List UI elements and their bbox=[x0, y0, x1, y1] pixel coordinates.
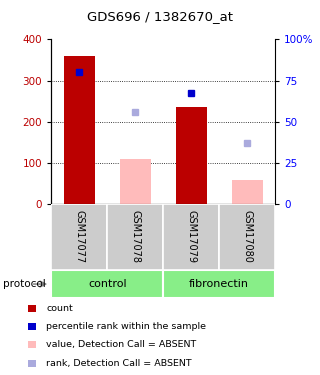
Text: control: control bbox=[88, 279, 126, 289]
Text: protocol: protocol bbox=[3, 279, 46, 289]
Text: GSM17078: GSM17078 bbox=[130, 210, 140, 262]
Bar bbox=[176, 107, 207, 204]
Text: value, Detection Call = ABSENT: value, Detection Call = ABSENT bbox=[46, 340, 197, 349]
Bar bbox=[64, 56, 95, 204]
Bar bbox=[120, 159, 151, 204]
Bar bbox=[51, 270, 163, 298]
Text: GSM17080: GSM17080 bbox=[242, 210, 252, 262]
Text: rank, Detection Call = ABSENT: rank, Detection Call = ABSENT bbox=[46, 358, 192, 368]
Bar bbox=[219, 204, 275, 270]
Text: count: count bbox=[46, 304, 73, 313]
Bar bbox=[163, 270, 275, 298]
Bar bbox=[232, 180, 263, 204]
Bar bbox=[107, 204, 163, 270]
Text: percentile rank within the sample: percentile rank within the sample bbox=[46, 322, 206, 331]
Text: GDS696 / 1382670_at: GDS696 / 1382670_at bbox=[87, 10, 233, 23]
Bar bbox=[51, 204, 107, 270]
Text: fibronectin: fibronectin bbox=[189, 279, 249, 289]
Bar bbox=[163, 204, 219, 270]
Text: GSM17077: GSM17077 bbox=[74, 210, 84, 263]
Text: GSM17079: GSM17079 bbox=[186, 210, 196, 262]
